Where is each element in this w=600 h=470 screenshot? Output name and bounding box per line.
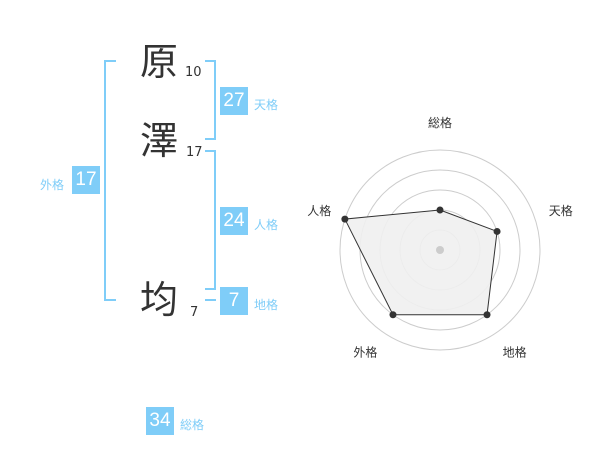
- gaikaku-value: 17: [72, 166, 100, 194]
- radar-point: [389, 311, 397, 319]
- radar-point: [493, 227, 501, 235]
- radar-ring: [339, 149, 541, 351]
- radar-axis-label: 天格: [549, 203, 573, 218]
- chikaku-tick: [205, 299, 216, 301]
- radar-point: [341, 215, 349, 223]
- radar-axis-label: 地格: [503, 345, 527, 360]
- name-char-1: 原: [140, 40, 179, 84]
- chikaku-value: 7: [220, 287, 248, 315]
- radar-point: [436, 206, 444, 214]
- bracket-tick: [104, 299, 116, 301]
- name-char-3: 均: [140, 278, 179, 322]
- radar-center: [436, 246, 444, 254]
- radar-axis-label: 人格: [307, 203, 331, 218]
- gaikaku-label: 外格: [40, 178, 65, 192]
- stroke-count-2: 17: [186, 145, 203, 160]
- bracket-tick: [205, 60, 216, 62]
- soukaku-label: 総格: [180, 418, 205, 432]
- bracket-tick: [104, 60, 116, 62]
- jinkaku-value: 24: [220, 207, 248, 235]
- bracket-tick: [205, 288, 216, 290]
- soukaku-value: 34: [146, 407, 174, 435]
- tenkaku-bracket: [214, 60, 216, 140]
- tenkaku-value: 27: [220, 87, 248, 115]
- tenkaku-label: 天格: [254, 98, 279, 112]
- name-char-2: 澤: [140, 119, 179, 163]
- gaikaku-bracket: [104, 60, 106, 301]
- stroke-count-3: 7: [190, 305, 199, 320]
- chikaku-label: 地格: [254, 298, 279, 312]
- jinkaku-label: 人格: [254, 218, 279, 232]
- bracket-tick: [205, 138, 216, 140]
- radar-point: [483, 311, 491, 319]
- jinkaku-bracket: [214, 150, 216, 290]
- radar-area: [344, 209, 498, 316]
- stroke-count-1: 10: [185, 65, 202, 80]
- radar-axis-label: 総格: [428, 115, 452, 130]
- radar-axis-label: 外格: [353, 345, 377, 360]
- bracket-tick: [205, 150, 216, 152]
